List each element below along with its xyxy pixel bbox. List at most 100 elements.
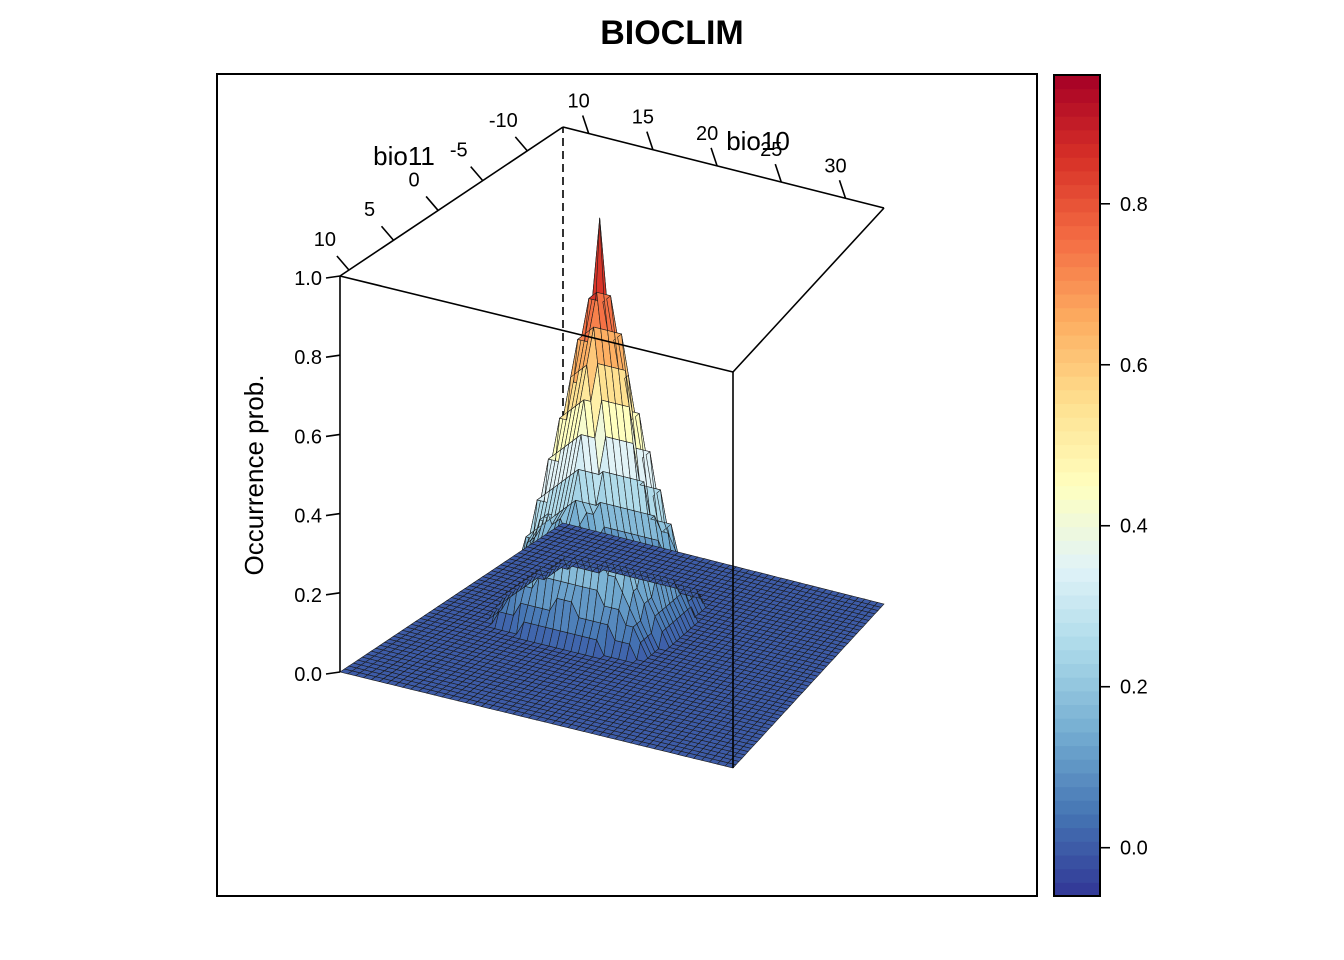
x-tick-label: 30 <box>824 155 846 177</box>
colorbar-tick-label: 0.6 <box>1120 355 1148 377</box>
z-tick-label: 0.4 <box>294 506 322 528</box>
colorbar-band <box>1054 663 1100 678</box>
colorbar-band <box>1054 403 1100 418</box>
y-tick <box>425 195 439 211</box>
colorbar-band <box>1054 157 1100 172</box>
colorbar-band <box>1054 471 1100 487</box>
colorbar-band <box>1054 636 1100 651</box>
colorbar-band <box>1054 512 1100 528</box>
y-tick-label: 5 <box>364 199 375 221</box>
colorbar-band <box>1054 759 1100 774</box>
y-tick <box>470 166 484 182</box>
colorbar-band <box>1054 800 1100 815</box>
colorbar-band <box>1054 417 1100 432</box>
colorbar-band <box>1054 266 1100 281</box>
colorbar-tick-label: 0.2 <box>1120 677 1148 699</box>
z-tick <box>325 354 341 358</box>
colorbar-band <box>1054 430 1100 446</box>
colorbar: 0.0 0.2 0.4 0.6 0.8 <box>1053 74 1148 897</box>
colorbar-band <box>1054 677 1100 692</box>
colorbar-band <box>1054 841 1100 856</box>
colorbar-band <box>1054 622 1100 637</box>
colorbar-band <box>1054 307 1100 322</box>
box-edge-top-left <box>339 126 564 277</box>
box-edge-top-back <box>562 126 885 209</box>
y-tick-label: 0 <box>409 169 420 191</box>
box-front-edges <box>339 126 885 768</box>
x-tick <box>581 115 590 134</box>
colorbar-band <box>1054 458 1100 473</box>
y-tick-label: 10 <box>314 229 336 251</box>
y-tick <box>514 136 528 152</box>
colorbar-band <box>1054 526 1100 541</box>
colorbar-band <box>1054 608 1100 623</box>
colorbar-band <box>1054 540 1100 555</box>
colorbar-band <box>1054 102 1100 117</box>
z-tick-label: 0.2 <box>294 585 322 607</box>
colorbar-band <box>1054 198 1100 213</box>
colorbar-band <box>1054 129 1100 145</box>
colorbar-band <box>1054 813 1100 829</box>
colorbar-band <box>1054 143 1100 158</box>
colorbar-band <box>1054 252 1100 268</box>
z-tick <box>325 592 341 596</box>
colorbar-band <box>1054 362 1100 377</box>
colorbar-band <box>1054 293 1100 309</box>
colorbar-tick-label: 0.8 <box>1120 194 1148 216</box>
colorbar-band <box>1054 239 1100 254</box>
x-axis-label: bio10 <box>726 126 790 156</box>
colorbar-band <box>1054 567 1100 582</box>
y-tick <box>336 255 350 271</box>
colorbar-tick-label: 0.0 <box>1120 838 1148 860</box>
surface-mesh <box>339 217 885 769</box>
colorbar-band <box>1054 225 1100 240</box>
colorbar-band <box>1054 553 1100 569</box>
x-tick-label: 25 <box>760 139 782 161</box>
y-tick <box>380 225 395 241</box>
x-tick-label: 10 <box>568 90 590 112</box>
z-axis-label: Occurrence prob. <box>239 375 269 576</box>
colorbar-band <box>1054 786 1100 801</box>
colorbar-band <box>1054 868 1100 883</box>
colorbar-band <box>1054 321 1100 336</box>
colorbar-band <box>1054 444 1100 459</box>
z-tick <box>325 275 341 279</box>
colorbar-band <box>1054 772 1100 788</box>
colorbar-band <box>1054 827 1100 842</box>
x-tick <box>774 163 783 183</box>
colorbar-band <box>1054 75 1100 90</box>
colorbar-band <box>1054 170 1100 186</box>
colorbar-band <box>1054 348 1100 363</box>
axes: 10 15 20 25 30 10 5 0 -5 -10 0.0 0.2 0.4 0.6 0.8 1.0 <box>294 90 846 686</box>
colorbar-band <box>1054 854 1100 870</box>
colorbar-frame <box>1053 74 1101 897</box>
y-axis-label: bio11 <box>373 141 435 171</box>
x-tick-label: 15 <box>632 107 654 129</box>
colorbar-band <box>1054 485 1100 500</box>
colorbar-band <box>1054 211 1100 227</box>
box-edge-top-right <box>732 207 885 373</box>
y-tick-label: -10 <box>489 110 518 132</box>
colorbar-band <box>1054 704 1100 719</box>
plot-frame <box>216 73 1038 897</box>
z-tick <box>325 671 341 675</box>
colorbar-band <box>1054 690 1100 706</box>
x-tick-label: 20 <box>696 123 718 145</box>
colorbar-band <box>1054 718 1100 733</box>
x-tick <box>838 180 847 199</box>
z-tick-label: 0.8 <box>294 347 322 369</box>
colorbar-band <box>1054 116 1100 131</box>
z-tick-label: 1.0 <box>294 268 322 290</box>
colorbar-band <box>1054 334 1100 350</box>
y-tick-label: -5 <box>450 140 468 162</box>
z-tick <box>325 512 341 517</box>
colorbar-band <box>1054 88 1100 103</box>
z-tick-label: 0.0 <box>294 664 322 686</box>
chart-title: BIOCLIM <box>600 14 744 52</box>
box-edge-top-front <box>339 275 734 373</box>
colorbar-band <box>1054 184 1100 199</box>
z-tick <box>325 433 341 438</box>
colorbar-band <box>1054 882 1100 897</box>
x-tick <box>710 147 718 167</box>
